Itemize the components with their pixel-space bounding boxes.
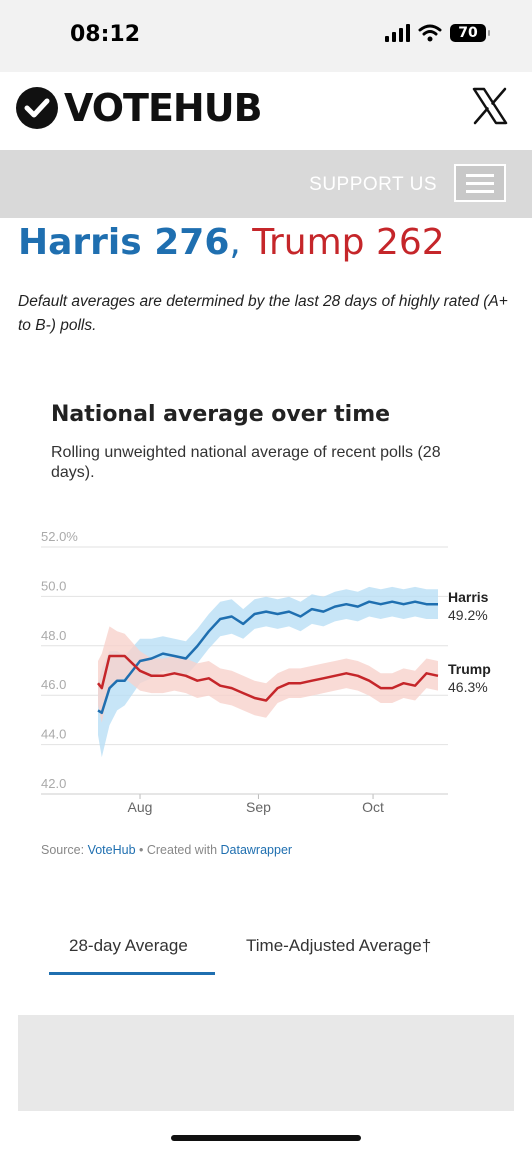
votehub-source-link[interactable]: VoteHub <box>87 843 136 857</box>
y-tick-label: 44.0 <box>41 727 66 742</box>
home-area <box>0 1111 532 1152</box>
ad-placeholder <box>18 1015 514 1111</box>
logo-text: VOTEHUB <box>64 86 263 130</box>
y-tick-label: 48.0 <box>41 628 66 643</box>
site-header: VOTEHUB <box>0 72 532 150</box>
tab-time-adjusted-average[interactable]: Time-Adjusted Average† <box>246 936 432 955</box>
status-bar: 08:12 70 <box>0 0 532 72</box>
y-tick-label: 46.0 <box>41 677 66 692</box>
series-value-trump: 46.3% <box>448 679 488 695</box>
series-line-harris <box>97 600 438 715</box>
status-time: 08:12 <box>70 22 141 47</box>
support-us-link[interactable]: SUPPORT US <box>309 174 437 195</box>
series-value-harris: 49.2% <box>448 607 488 623</box>
nav-bar: SUPPORT US <box>0 150 532 218</box>
averages-note: Default averages are determined by the l… <box>18 293 508 334</box>
y-tick-label: 42.0 <box>41 776 66 791</box>
series-label-trump: Trump <box>448 661 491 677</box>
hamburger-menu-button[interactable] <box>454 164 506 202</box>
active-tab-indicator <box>49 972 215 975</box>
average-tabs: 28-day Average Time-Adjusted Average† <box>49 936 509 976</box>
x-social-icon[interactable] <box>470 86 510 126</box>
harris-electoral-votes: Harris 276 <box>18 222 230 263</box>
battery-icon: 70 <box>450 24 490 42</box>
chart-title: National average over time <box>51 402 391 427</box>
trump-electoral-votes: Trump 262 <box>252 222 445 263</box>
status-icons: 70 <box>385 24 490 42</box>
y-tick-label: 50.0 <box>41 578 66 593</box>
x-tick-label: Oct <box>362 799 384 815</box>
electoral-headline: Harris 276, Trump 262 <box>18 222 445 263</box>
x-tick-label: Aug <box>128 799 153 815</box>
menu-icon <box>466 173 494 177</box>
series-label-harris: Harris <box>448 589 489 605</box>
checkmark-icon <box>16 87 58 129</box>
y-tick-label: 52.0% <box>41 529 78 544</box>
x-tick-label: Sep <box>246 799 271 815</box>
signal-icon <box>385 24 410 42</box>
home-indicator[interactable] <box>171 1135 361 1141</box>
series-line-trump <box>97 654 439 702</box>
chart-source: Source: VoteHub • Created with Datawrapp… <box>41 843 293 857</box>
votehub-logo[interactable]: VOTEHUB <box>16 86 263 130</box>
national-average-chart: 52.0% 50.0 48.0 46.0 44.0 42.0 Aug Sep Oct Harris… <box>41 529 491 815</box>
tab-28-day-average[interactable]: 28-day Average <box>69 936 188 955</box>
wifi-icon <box>418 24 442 42</box>
datawrapper-link[interactable]: Datawrapper <box>220 843 293 857</box>
chart-subtitle: Rolling unweighted national average of r… <box>51 444 441 481</box>
